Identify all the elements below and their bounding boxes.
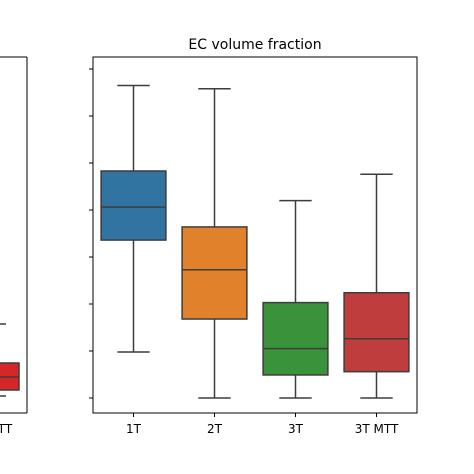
left-x-tick-label: TT bbox=[0, 422, 13, 436]
box-3t-mtt bbox=[343, 173, 410, 399]
x-tick-label: 3T bbox=[288, 422, 304, 436]
y-axis-ticks bbox=[89, 68, 93, 399]
left-panel: TT bbox=[0, 56, 28, 436]
box-3t bbox=[262, 199, 329, 399]
box-2t bbox=[181, 87, 248, 399]
box-body bbox=[100, 170, 167, 241]
plot-frame bbox=[92, 56, 418, 414]
box-series bbox=[100, 84, 410, 399]
box-1t bbox=[100, 84, 167, 353]
x-tick-label: 3T MTT bbox=[355, 422, 399, 436]
x-tick-label: 1T bbox=[126, 422, 142, 436]
chart-title: EC volume fraction bbox=[188, 37, 321, 53]
box-body bbox=[181, 226, 248, 320]
right-panel: EC volume fraction 1T 2T 3T 3T MTT bbox=[89, 37, 418, 436]
x-tick-label: 2T bbox=[207, 422, 223, 436]
box-body bbox=[262, 301, 329, 376]
box-body bbox=[343, 291, 410, 373]
x-axis-ticks: 1T 2T 3T 3T MTT bbox=[126, 413, 399, 436]
